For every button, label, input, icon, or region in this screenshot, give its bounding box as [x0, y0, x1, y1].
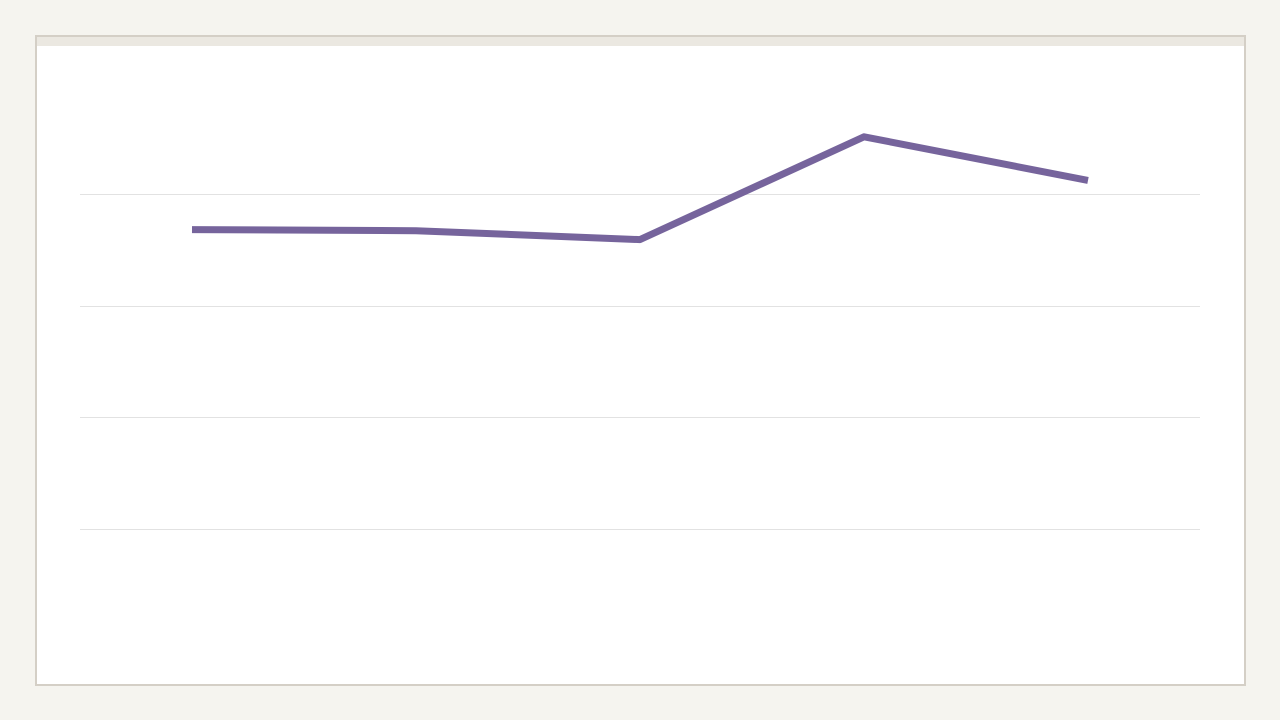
series-layer: [191, 133, 1089, 244]
line-chart: [80, 133, 1200, 530]
series-line-1: [191, 133, 1089, 244]
gridlines: [80, 194, 1200, 530]
chart-frame: [35, 35, 1246, 686]
chart-frame-top-strip: [37, 37, 1244, 46]
